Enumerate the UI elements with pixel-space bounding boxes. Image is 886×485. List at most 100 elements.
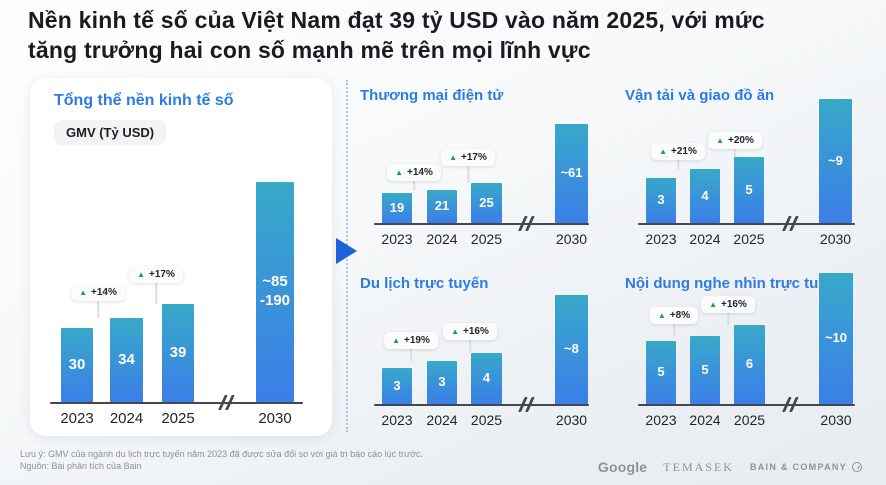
travel-plot: 3 2023 3 2024 4 2025 ~8 2030 ▲ +19% ▲ +16% — [374, 269, 589, 428]
growth-label: +14% — [407, 167, 433, 178]
growth-label: +19% — [404, 335, 430, 346]
transport-chart-title: Vận tải và giao đồ ăn — [625, 87, 775, 104]
up-triangle-icon: ▲ — [709, 299, 718, 309]
axis-year-label: 2024 — [689, 231, 721, 247]
bar-2023: 5 — [646, 341, 676, 404]
growth-badge: ▲ +14% — [71, 284, 125, 301]
badge-connector — [727, 311, 729, 325]
up-triangle-icon: ▲ — [657, 310, 666, 320]
x-axis-line — [374, 222, 589, 225]
bar-2023: 30 — [61, 328, 93, 402]
media-plot: 5 2023 5 2024 6 2025 ~10 2030 ▲ +8% ▲ +16% — [638, 269, 855, 428]
axis-year-label: 2024 — [689, 412, 721, 428]
bar-value: 5 — [745, 181, 753, 197]
bar-value: 4 — [482, 370, 491, 386]
badge-connector — [469, 338, 471, 353]
bar-value: 3 — [438, 374, 446, 390]
bar-2024: 21 — [427, 190, 457, 223]
bar-2025: 6 — [734, 325, 765, 404]
gmv-unit-badge: GMV (Tỷ USD) — [54, 120, 167, 145]
growth-label: +20% — [728, 135, 754, 146]
up-triangle-icon: ▲ — [137, 269, 146, 279]
slide-title-line-2: tăng trưởng hai con số mạnh mẽ trên mọi … — [28, 37, 591, 63]
growth-badge: ▲ +14% — [387, 164, 441, 181]
growth-badge: ▲ +16% — [443, 323, 497, 340]
badge-connector — [410, 347, 412, 361]
overall-chart-title: Tổng thể nền kinh tế số — [54, 92, 234, 109]
bar-2030: ~85 -190 — [256, 182, 294, 402]
up-triangle-icon: ▲ — [451, 326, 460, 336]
axis-year-label: 2024 — [426, 231, 458, 247]
x-axis-line — [638, 222, 855, 225]
transport-chart-panel: Vận tải và giao đồ ăn 3 2023 4 2024 5 2025 ~9 2… — [615, 80, 860, 255]
growth-label: +14% — [91, 287, 117, 298]
travel-chart-panel: Du lịch trực tuyến 3 2023 3 2024 4 2025 ~8 2030… — [350, 268, 595, 443]
bar-value: ~9 — [828, 152, 843, 168]
google-logo: Google — [597, 459, 648, 475]
axis-break-icon — [782, 216, 798, 231]
media-chart: 5 2023 5 2024 6 2025 ~10 2030 ▲ +8% ▲ +16% — [615, 268, 860, 443]
growth-label: +16% — [721, 299, 747, 310]
axis-year-label: 2025 — [161, 410, 195, 427]
bar-2024: 5 — [690, 336, 720, 404]
temasek-logo: TEMASEK — [663, 459, 734, 474]
badge-connector — [673, 322, 675, 336]
bar-2023: 3 — [646, 178, 676, 223]
bar-2030: ~10 — [819, 273, 853, 404]
badge-connector — [467, 164, 469, 183]
ecommerce-plot: 19 2023 21 2024 25 2025 ~61 2030 ▲ +14% ▲ +17% — [374, 88, 589, 247]
axis-year-label: 2023 — [381, 412, 413, 428]
badge-connector — [413, 179, 415, 190]
logo-row: Google TEMASEK BAIN & COMPANY — [598, 459, 862, 475]
ecommerce-chart-panel: Thương mại điện tử 19 2023 21 2024 25 2025 ~61… — [350, 80, 595, 255]
bar-2025: 25 — [471, 183, 502, 223]
bar-value: 3 — [657, 192, 665, 208]
overall-chart-card: Tổng thể nền kinh tế số GMV (Tỷ USD) 30 2… — [30, 78, 332, 436]
axis-break-icon — [518, 216, 534, 231]
slide-title: Nền kinh tế số của Việt Nam đạt 39 tỷ US… — [28, 5, 765, 65]
axis-year-label: 2030 — [555, 231, 588, 247]
bar-value: 19 — [389, 199, 405, 215]
bar-value: 3 — [393, 377, 401, 393]
growth-label: +8% — [669, 310, 691, 321]
bain-compass-icon — [852, 462, 862, 472]
x-axis-line — [638, 403, 855, 406]
transport-plot: 3 2023 4 2024 5 2025 ~9 2030 ▲ +21% ▲ +20% — [638, 88, 855, 247]
bar-value: ~85 -190 — [259, 273, 291, 309]
overall-plot: 30 2023 34 2024 39 2025 ~85 -190 2030 ▲ +14% ▲ +17% — [50, 172, 303, 427]
up-triangle-icon: ▲ — [392, 335, 401, 345]
growth-badge: ▲ +20% — [708, 132, 762, 149]
axis-year-label: 2023 — [645, 231, 677, 247]
bar-value: ~8 — [564, 341, 579, 357]
bar-2030: ~9 — [819, 99, 852, 223]
axis-year-label: 2023 — [60, 410, 94, 427]
growth-label: +17% — [461, 152, 487, 163]
growth-badge: ▲ +17% — [129, 266, 183, 283]
bain-logo: BAIN & COMPANY — [750, 462, 862, 472]
bar-value: 6 — [745, 356, 754, 372]
axis-year-label: 2030 — [555, 412, 588, 428]
transport-chart: 3 2023 4 2024 5 2025 ~9 2030 ▲ +21% ▲ +20% — [615, 80, 860, 255]
growth-badge: ▲ +17% — [441, 149, 495, 166]
bar-value: ~10 — [824, 330, 848, 346]
axis-year-label: 2023 — [645, 412, 677, 428]
bar-2030: ~61 — [555, 124, 588, 223]
axis-year-label: 2025 — [733, 231, 765, 247]
growth-label: +16% — [463, 326, 489, 337]
x-axis-line — [374, 403, 589, 406]
growth-label: +21% — [671, 146, 697, 157]
axis-year-label: 2024 — [426, 412, 458, 428]
bar-value: 5 — [657, 364, 665, 380]
footnote-line-1: Lưu ý: GMV của ngành du lịch trực tuyến … — [20, 449, 424, 459]
axis-year-label: 2030 — [819, 231, 852, 247]
media-chart-panel: Nội dung nghe nhìn trực tuyến 5 2023 5 2024… — [615, 268, 860, 443]
badge-connector — [155, 281, 157, 304]
axis-break-icon — [782, 397, 798, 412]
growth-badge: ▲ +8% — [649, 307, 699, 324]
travel-chart: 3 2023 3 2024 4 2025 ~8 2030 ▲ +19% ▲ +16% — [350, 268, 595, 443]
axis-year-label: 2023 — [381, 231, 413, 247]
axis-year-label: 2030 — [258, 410, 292, 427]
bar-value: 5 — [701, 361, 709, 377]
axis-year-label: 2030 — [820, 412, 852, 428]
bar-2024: 4 — [690, 169, 720, 223]
